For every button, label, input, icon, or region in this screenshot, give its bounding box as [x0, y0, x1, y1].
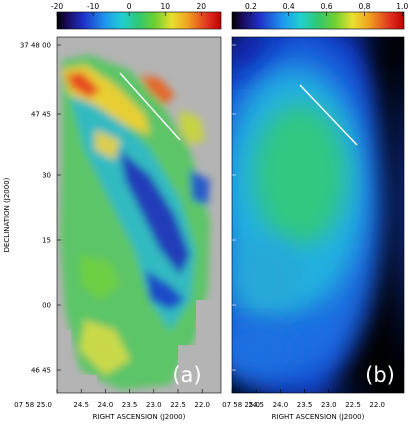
panel-a-x-tick-label: 22.0: [194, 401, 210, 409]
panel-a-x-tick-label: 07 58 25.0: [14, 401, 52, 409]
panel-b-x-tick-label: 22.0: [369, 401, 385, 409]
panel-b-colorbar-tick-label: 0.2: [245, 2, 257, 11]
panel-b-x-tick-label: 24.5: [248, 401, 264, 409]
panel-b-intensity-map: 0.2 0.4 0.6 0.8 1.0 07 58 25.024.5 24.0 23.5 23…: [222, 2, 408, 409]
panel-b-emission: [232, 37, 404, 393]
panel-a-colorbar-tick-label: 20: [197, 2, 207, 11]
panel-b-x-tick-label: 23.5: [297, 401, 313, 409]
panel-a-x-tick-label: 24.5: [73, 401, 89, 409]
panel-b-axes: 07 58 25.024.5 24.0 23.5 23.0 22.5 22.0: [222, 44, 385, 409]
panel-b-x-tick-label: 22.5: [345, 401, 361, 409]
panel-a-y-tick-label: 00: [42, 302, 51, 310]
panel-b-ridge-line: [299, 84, 358, 146]
panel-b-colorbar-tick-label: 0.4: [283, 2, 295, 11]
panel-a-colorbar-ticks: -20 -10 0 10 20: [51, 2, 206, 16]
panel-b-colorbar: [231, 11, 405, 30]
panel-b-colorbar-ticks: 0.2 0.4 0.6 0.8 1.0: [245, 2, 408, 16]
panel-a-colorbar-tick-label: -20: [51, 2, 63, 11]
panel-a-axes: 07 58 25.0 24.5 24.0 23.5 23.0 22.5 22.0 37 48 …: [14, 42, 210, 410]
panel-a-colorbar-tick-label: -10: [87, 2, 99, 11]
panel-a-label: (a): [172, 363, 201, 387]
panel-a-colorbar-tick-label: 10: [160, 2, 170, 11]
panel-b-colorbar-tick-label: 1.0: [396, 2, 408, 11]
panel-a-colorbar: [56, 11, 222, 30]
panel-b-x-tick-label: 23.0: [321, 401, 337, 409]
panel-a-y-tick-label: 30: [42, 172, 51, 180]
panel-a-x-tick-label: 24.0: [98, 401, 114, 409]
panel-a-colorbar-tick-label: 0: [127, 2, 132, 11]
panel-a-x-tick-label: 22.5: [170, 401, 186, 409]
panel-b-colorbar-tick-label: 0.8: [358, 2, 370, 11]
panel-b-x-tick-label: 24.0: [273, 401, 289, 409]
panel-b-colorbar-tick-label: 0.6: [321, 2, 333, 11]
panel-a-x-tick-label: 23.5: [122, 401, 138, 409]
panel-a-y-tick-label: 47 45: [31, 111, 51, 119]
y-axis-title: DECLINATION (J2000): [3, 177, 11, 252]
panel-a-ridge-line: [119, 72, 181, 141]
panel-a-emission: [57, 37, 221, 393]
panel-a-y-tick-label: 46 45: [31, 367, 51, 375]
x-axis-title-b: RIGHT ASCENSION (J2000): [272, 413, 365, 421]
panel-a-x-tick-label: 23.0: [146, 401, 162, 409]
x-axis-title-a: RIGHT ASCENSION (J2000): [93, 413, 186, 421]
panel-b-label: (b): [365, 363, 395, 387]
panel-b-x-tick-label: 07 58 25.0: [222, 401, 260, 409]
panel-a-y-tick-label: 15: [42, 237, 51, 245]
panel-a-y-tick-label: 37 48 00: [20, 42, 51, 50]
panel-a-velocity-map: -20 -10 0 10 20: [14, 2, 222, 410]
